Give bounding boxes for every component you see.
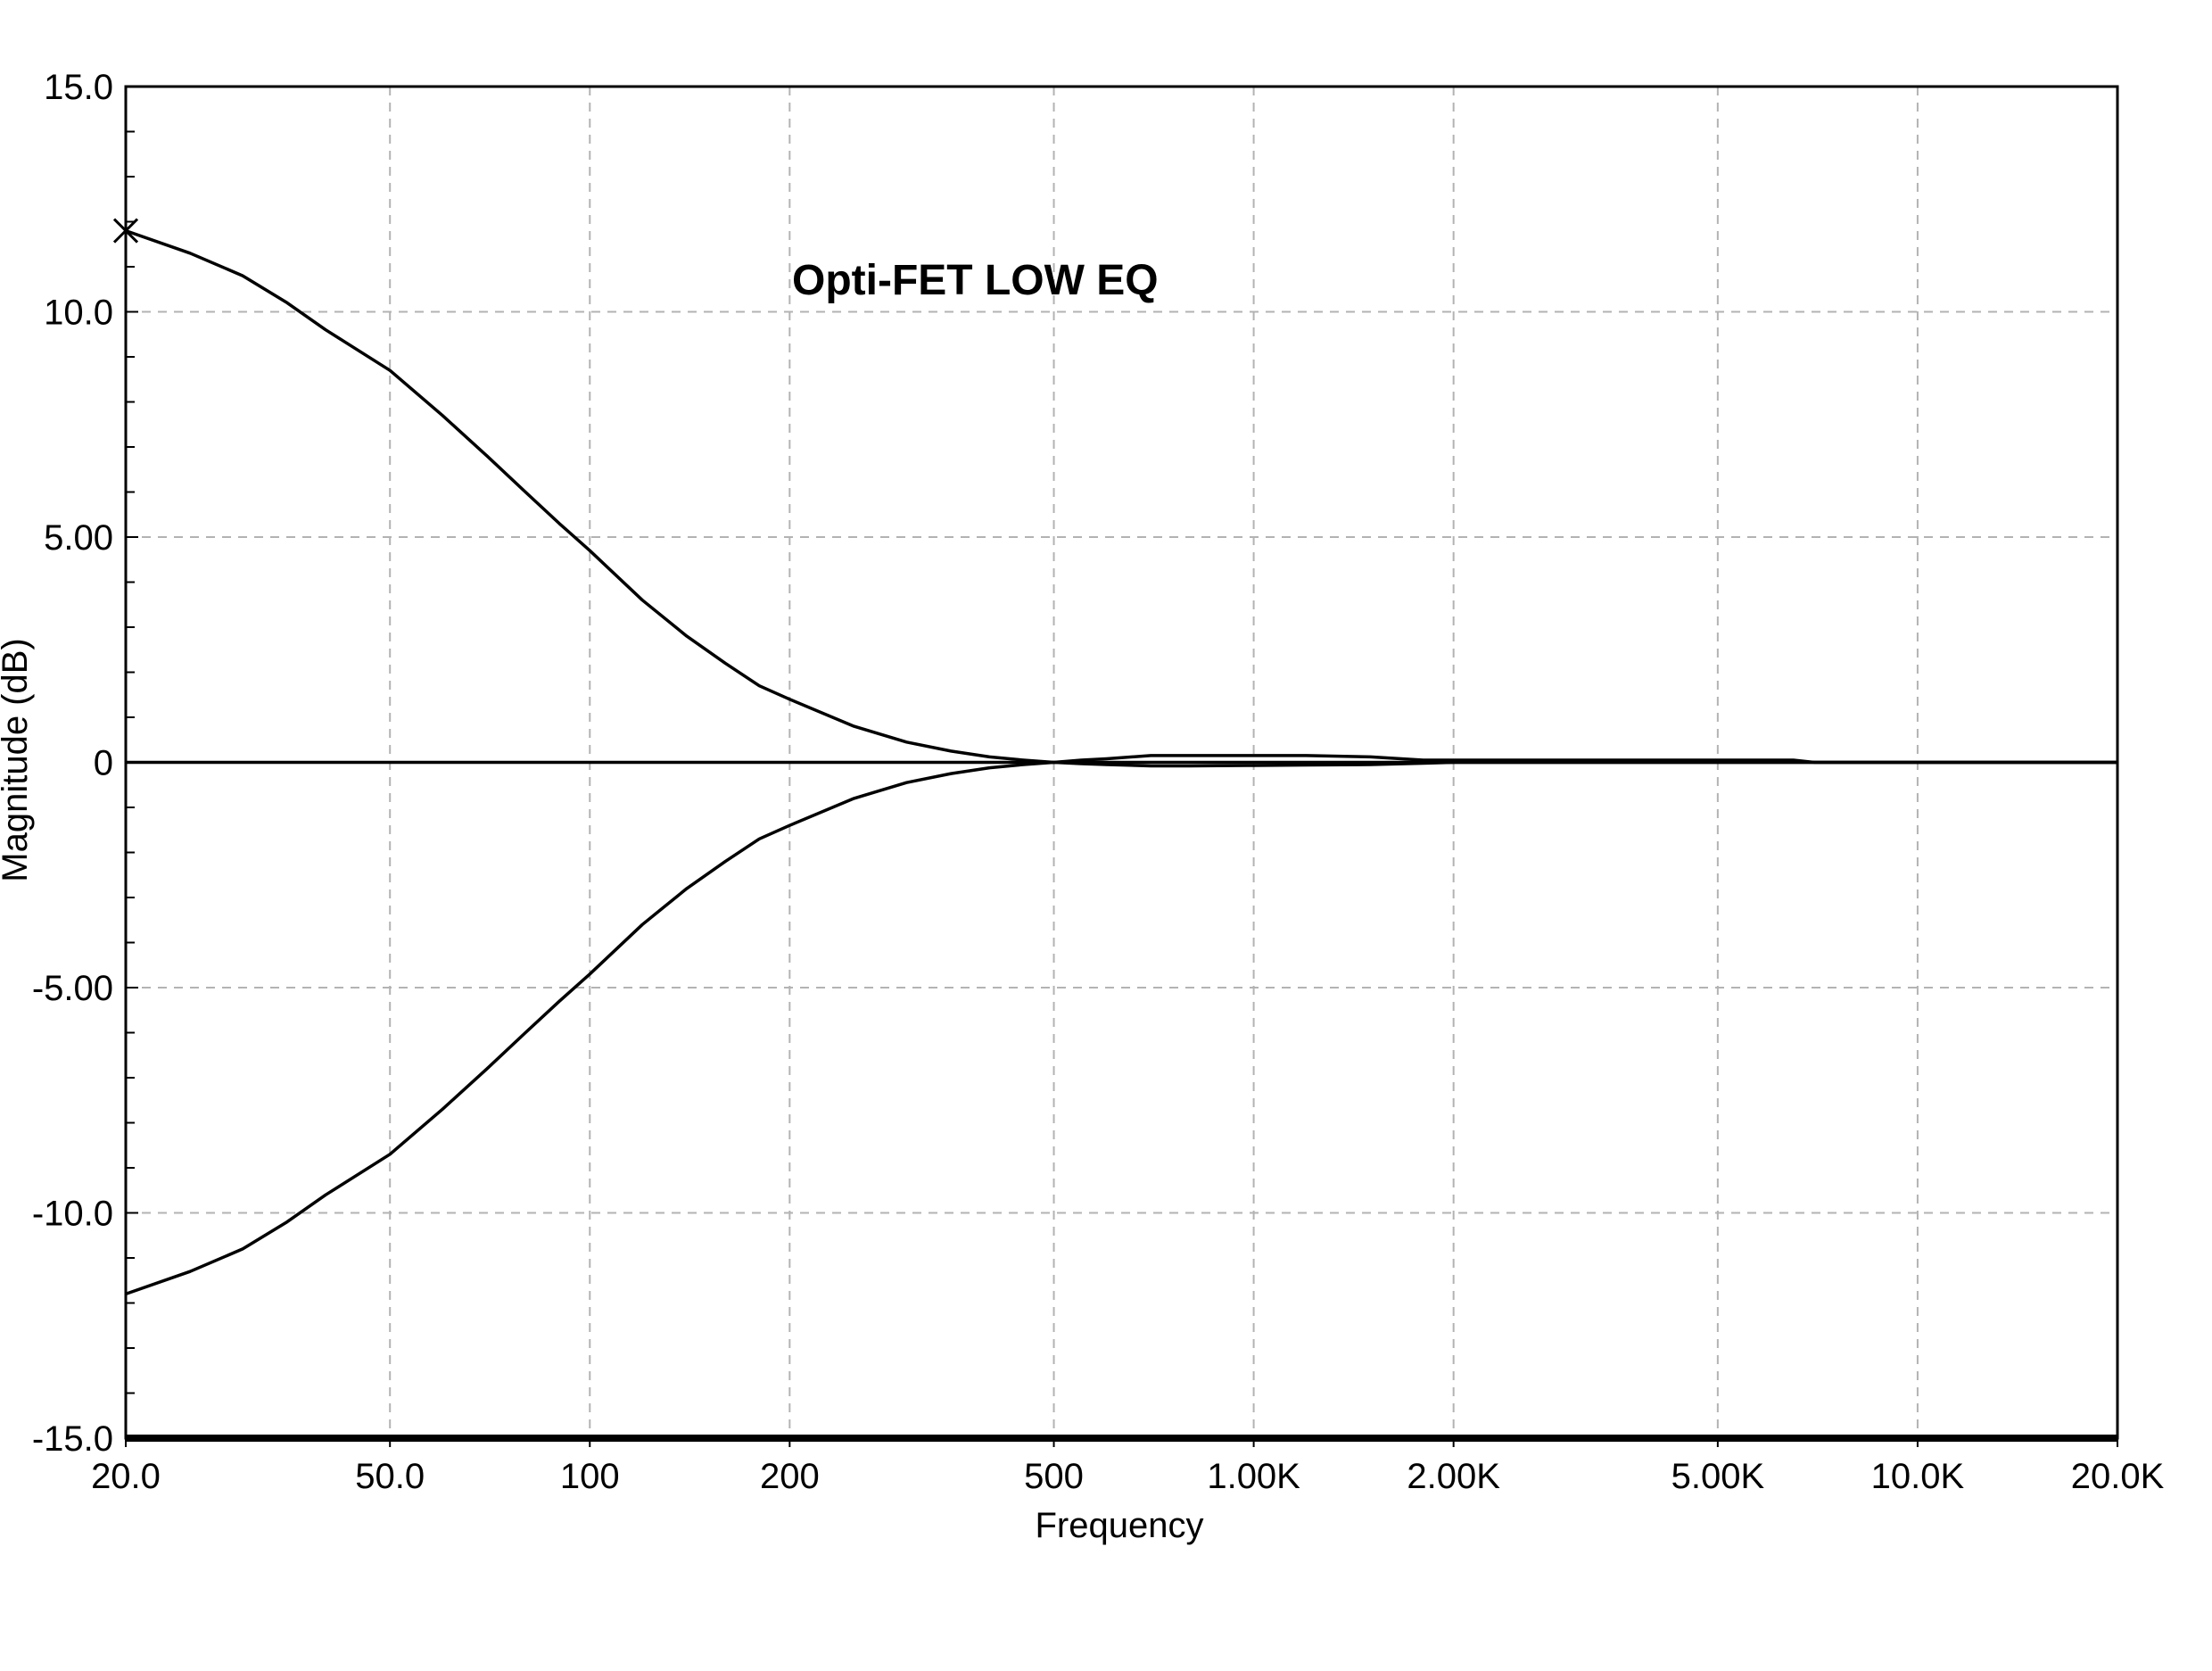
x-tick-label: 20.0K bbox=[2071, 1457, 2165, 1496]
x-tick-label: 100 bbox=[560, 1457, 620, 1496]
y-tick-labels: 15.0 10.0 5.00 0 -5.00 -10.0 -15.0 bbox=[32, 68, 113, 1459]
y-axis-title: Magnitude (dB) bbox=[0, 638, 35, 881]
x-tick-labels: 20.0 50.0 100 200 500 1.00K 2.00K 5.00K 10.0K 20.… bbox=[91, 1438, 2165, 1496]
x-tick-label: 5.00K bbox=[1671, 1457, 1765, 1496]
y-tick-label: 10.0 bbox=[44, 294, 113, 333]
y-tick-label: 15.0 bbox=[44, 68, 113, 107]
y-tick-label: -10.0 bbox=[32, 1195, 113, 1234]
cursor-x-marker bbox=[112, 218, 139, 244]
series-line-2 bbox=[125, 754, 2117, 1296]
chart-title: Opti-FET LOW EQ bbox=[792, 257, 1159, 304]
y-tick-label: -5.00 bbox=[32, 969, 113, 1008]
x-tick-label: 50.0 bbox=[355, 1457, 425, 1496]
x-tick-label: 1.00K bbox=[1207, 1457, 1300, 1496]
x-tick-label: 20.0 bbox=[91, 1457, 161, 1496]
series-layer bbox=[125, 228, 2117, 1296]
x-tick-label: 500 bbox=[1024, 1457, 1084, 1496]
marker-layer bbox=[112, 218, 139, 244]
x-axis-title: Frequency bbox=[1036, 1506, 1204, 1545]
y-tick-label: 0 bbox=[94, 744, 113, 783]
y-tick-label: -15.0 bbox=[32, 1419, 113, 1459]
x-tick-label: 10.0K bbox=[1871, 1457, 1965, 1496]
y-tick-label: 5.00 bbox=[44, 518, 113, 558]
x-tick-label: 200 bbox=[760, 1457, 820, 1496]
x-tick-label: 2.00K bbox=[1407, 1457, 1500, 1496]
